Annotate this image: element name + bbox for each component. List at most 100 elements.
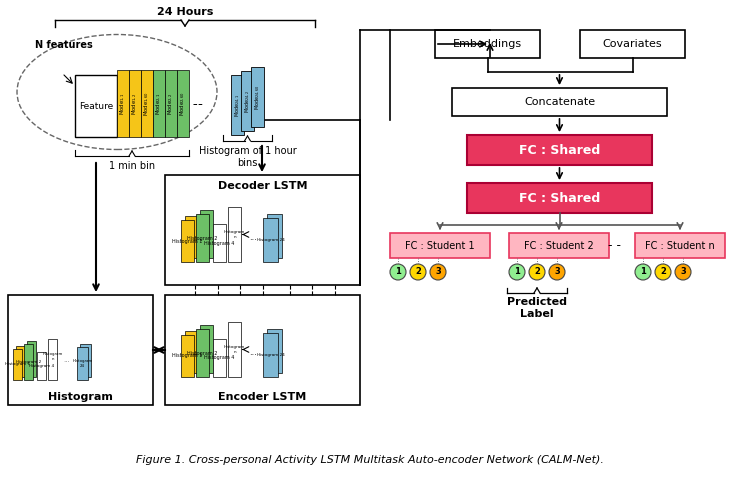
Bar <box>452 88 667 116</box>
Bar <box>213 339 226 377</box>
Bar <box>181 335 194 377</box>
Text: Histogram 4: Histogram 4 <box>204 356 235 360</box>
Circle shape <box>390 264 406 280</box>
Bar <box>27 341 36 377</box>
Bar <box>153 70 165 137</box>
Bar <box>117 70 129 137</box>
Bar <box>231 75 244 135</box>
Text: Mode$_{24,1}$: Mode$_{24,1}$ <box>233 93 241 117</box>
Bar <box>165 70 177 137</box>
Bar <box>263 218 278 262</box>
Text: ...: ... <box>249 348 257 357</box>
Text: Covariates: Covariates <box>602 39 662 49</box>
Text: Encoder LSTM: Encoder LSTM <box>218 392 306 402</box>
Text: Histogram 2: Histogram 2 <box>16 360 41 364</box>
Text: FC : Student 2: FC : Student 2 <box>524 240 594 250</box>
Bar <box>251 67 264 127</box>
Text: FC : Student 1: FC : Student 1 <box>406 240 475 250</box>
Text: 1: 1 <box>514 268 520 276</box>
Text: Histogram 24: Histogram 24 <box>257 238 284 242</box>
Text: Histogram 1: Histogram 1 <box>5 362 30 367</box>
Bar <box>181 220 194 262</box>
Bar <box>635 233 725 258</box>
Text: Embeddings: Embeddings <box>453 39 522 49</box>
Text: Histogram: Histogram <box>48 392 113 402</box>
Bar <box>48 339 57 380</box>
Text: 2: 2 <box>415 268 421 276</box>
Text: - -: - - <box>608 239 622 251</box>
Text: Histogram 1: Histogram 1 <box>172 239 203 243</box>
Text: Histogram 24: Histogram 24 <box>257 353 284 357</box>
Text: FC : Shared: FC : Shared <box>519 143 600 156</box>
Text: FC : Shared: FC : Shared <box>519 192 600 205</box>
Bar <box>165 295 360 405</box>
Bar <box>467 183 652 213</box>
Circle shape <box>549 264 565 280</box>
Bar <box>185 331 198 373</box>
Text: 24 Hours: 24 Hours <box>157 7 213 17</box>
Text: ...: ... <box>249 233 257 242</box>
Text: Mode$_{1,2}$: Mode$_{1,2}$ <box>131 92 139 115</box>
Text: Histogram 4: Histogram 4 <box>204 240 235 246</box>
Text: Histogram 2: Histogram 2 <box>187 350 218 356</box>
Text: Mode$_{1,1}$: Mode$_{1,1}$ <box>119 92 127 115</box>
Circle shape <box>430 264 446 280</box>
Circle shape <box>529 264 545 280</box>
Bar <box>263 333 278 377</box>
Bar <box>390 233 490 258</box>
Text: Mode$_{1,60}$: Mode$_{1,60}$ <box>143 91 151 116</box>
Bar <box>196 214 209 262</box>
Bar <box>267 214 282 258</box>
Circle shape <box>509 264 525 280</box>
Text: 3: 3 <box>554 268 560 276</box>
Bar <box>580 30 685 58</box>
Bar <box>228 207 241 262</box>
Bar <box>177 70 189 137</box>
Bar <box>80 344 91 377</box>
Bar <box>16 346 25 377</box>
Bar <box>141 70 153 137</box>
Text: Mode$_{2,2}$: Mode$_{2,2}$ <box>167 92 175 115</box>
Text: Figure 1. Cross-personal Activity LSTM Multitask Auto-encoder Network (CALM-Net): Figure 1. Cross-personal Activity LSTM M… <box>136 455 604 465</box>
Bar <box>13 349 22 380</box>
Bar <box>200 210 213 258</box>
Text: Mode$_{24,60}$: Mode$_{24,60}$ <box>253 84 262 110</box>
Bar <box>196 329 209 377</box>
Text: FC : Student n: FC : Student n <box>645 240 715 250</box>
Text: Mode$_{24,2}$: Mode$_{24,2}$ <box>243 89 252 113</box>
Bar <box>185 216 198 258</box>
Bar <box>75 75 117 137</box>
Text: 2: 2 <box>660 268 666 276</box>
Bar <box>509 233 609 258</box>
Bar <box>467 135 652 165</box>
Text: Mode$_{2,60}$: Mode$_{2,60}$ <box>179 91 187 116</box>
Text: 1 min bin: 1 min bin <box>109 161 155 171</box>
Text: Histogram
24: Histogram 24 <box>73 359 92 368</box>
Text: Histogram 2: Histogram 2 <box>187 236 218 240</box>
Text: Histogram of 1 hour
bins: Histogram of 1 hour bins <box>198 146 297 168</box>
Bar <box>24 344 33 380</box>
Circle shape <box>410 264 426 280</box>
Bar <box>435 30 540 58</box>
Text: Histogram
n: Histogram n <box>223 230 245 239</box>
Text: Decoder LSTM: Decoder LSTM <box>218 181 307 191</box>
Circle shape <box>635 264 651 280</box>
Bar <box>200 325 213 373</box>
Bar <box>267 329 282 373</box>
Text: Mode$_{2,1}$: Mode$_{2,1}$ <box>155 92 163 115</box>
Text: 3: 3 <box>680 268 686 276</box>
Text: Histogram
n: Histogram n <box>223 345 245 354</box>
Text: Concatenate: Concatenate <box>524 97 595 107</box>
Bar <box>77 347 88 380</box>
Bar <box>165 175 360 285</box>
Bar <box>241 71 254 131</box>
Bar <box>228 322 241 377</box>
Bar <box>213 224 226 262</box>
Text: 1: 1 <box>395 268 401 276</box>
Text: Histogram
n: Histogram n <box>42 352 63 361</box>
Text: 3: 3 <box>435 268 441 276</box>
Text: ...: ... <box>64 357 70 362</box>
Text: Histogram 4: Histogram 4 <box>29 364 54 368</box>
Text: Predicted
Label: Predicted Label <box>507 297 567 319</box>
Circle shape <box>675 264 691 280</box>
